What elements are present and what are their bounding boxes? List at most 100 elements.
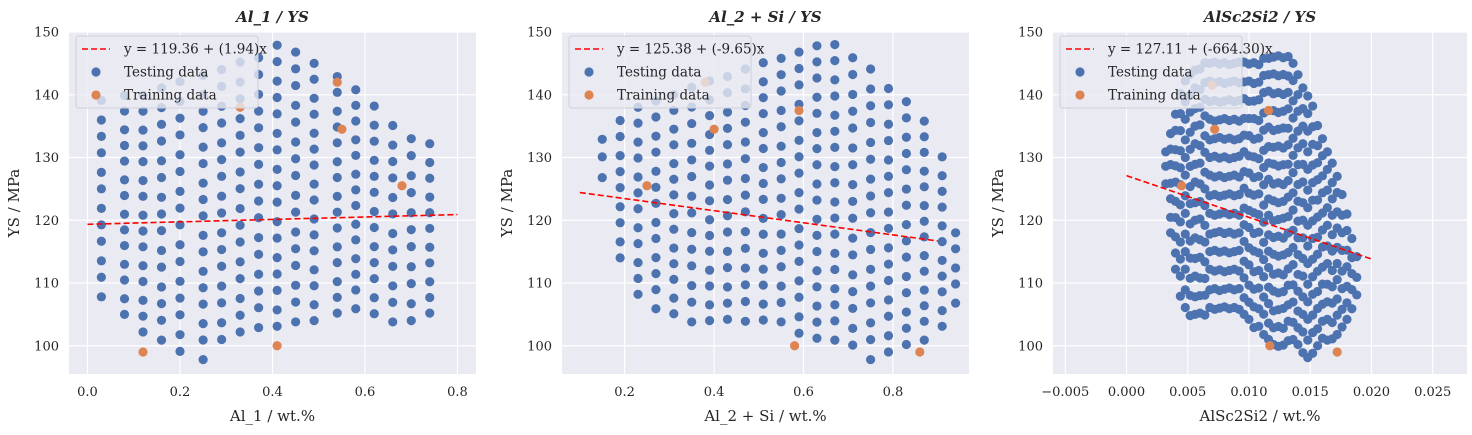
x-axis-label: Al_2 + Si / wt.% [703,407,826,425]
testing-data-point [1180,208,1190,218]
testing-data-point [1322,203,1332,213]
testing-data-point [937,186,947,196]
training-data-point [642,181,652,191]
testing-data-point [937,321,947,331]
testing-data-point [291,154,301,164]
testing-data-point [633,289,643,299]
chart-title: AlSc2Si2 / YS [1202,8,1316,26]
testing-data-point [198,194,208,205]
testing-data-point [138,141,148,151]
testing-data-point [1293,339,1303,350]
testing-data-point [919,132,929,142]
testing-data-point [758,108,768,119]
testing-data-point [830,229,840,239]
testing-data-point [1283,140,1293,150]
testing-data-point [704,215,715,225]
testing-data-point [848,303,858,314]
testing-data-point [848,106,858,116]
testing-data-point [722,194,733,205]
testing-data-point [848,180,858,190]
testing-data-point [901,165,911,175]
testing-data-point [406,151,416,161]
testing-data-point [776,210,786,220]
testing-data-point [254,269,264,279]
testing-data-point [848,340,858,350]
chart-panel-3: −0.005 0.000 0.005 0.010 0.015 0.020 0.025 100 1… [989,8,1467,425]
testing-data-point [1195,140,1205,151]
testing-data-point [1244,314,1254,325]
testing-data-point [830,142,840,152]
testing-data-point [1278,323,1288,333]
testing-data-point [1175,291,1185,301]
testing-data-point [1327,158,1337,168]
testing-data-point [794,168,804,178]
testing-data-point [332,292,342,302]
testing-data-point [901,220,911,230]
testing-data-point [351,100,361,110]
testing-data-point [830,110,840,120]
testing-data-point [156,335,167,345]
testing-data-point [950,279,961,289]
testing-data-point [138,226,148,236]
testing-data-point [406,171,416,181]
testing-data-point [1298,271,1308,281]
testing-data-point [1322,220,1332,230]
testing-data-point [96,131,106,141]
legend-entry-label: Testing data [1108,65,1192,81]
testing-data-point [1347,233,1357,244]
regression-line [87,213,458,226]
testing-data-point [687,280,697,291]
testing-data-point [687,208,697,218]
testing-data-point [332,258,342,268]
testing-data-point [156,156,167,166]
testing-data-point [406,299,416,309]
testing-data-point [812,282,822,292]
testing-data-point [704,230,715,241]
testing-data-point [901,97,911,107]
testing-data-point [1288,280,1298,290]
testing-data-point [794,80,804,90]
testing-data-point [830,39,840,50]
testing-data-point [272,285,282,295]
testing-data-point [291,280,301,290]
testing-data-point [1288,188,1298,198]
testing-data-point [848,69,858,80]
testing-data-point [812,108,822,118]
testing-data-point [1200,184,1210,194]
testing-data-point [291,297,301,307]
testing-data-point [704,145,715,155]
testing-data-point [235,220,245,230]
testing-data-point [794,63,804,74]
legend-testing-swatch [584,67,594,77]
testing-data-point [937,255,947,266]
testing-data-point [406,316,416,326]
testing-data-point [138,125,148,135]
x-tick-label: 0.6 [793,385,814,400]
testing-data-point [651,304,661,314]
x-tick-label: 0.2 [614,385,635,400]
testing-data-point [758,194,768,204]
testing-data-point [812,266,822,276]
testing-data-point [1288,96,1298,106]
testing-data-point [235,274,245,284]
testing-data-point [119,190,130,201]
testing-data-point [369,171,379,181]
testing-data-point [1327,230,1337,240]
testing-data-point [291,190,301,200]
testing-data-point [919,335,929,345]
testing-data-point [425,157,435,168]
testing-data-point [272,128,282,139]
testing-data-point [369,155,379,165]
training-data-point [915,347,925,357]
testing-data-point [351,135,361,145]
testing-data-point [883,275,894,286]
testing-data-point [1254,133,1264,143]
testing-data-point [919,147,929,157]
testing-data-point [1283,176,1293,186]
testing-data-point [309,128,319,138]
testing-data-point [1180,114,1190,124]
testing-data-point [156,299,167,309]
testing-data-point [332,207,342,217]
testing-data-point [758,93,768,103]
x-tick-label: 0.6 [355,385,376,400]
